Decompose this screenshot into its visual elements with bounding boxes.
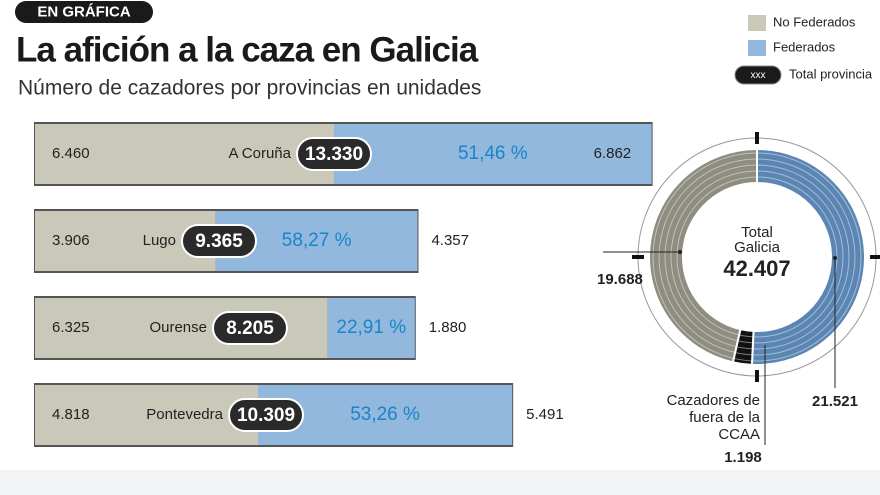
slice — [731, 327, 755, 366]
value-label: 1.880 — [429, 319, 467, 336]
value-label: 4.818 — [52, 406, 90, 423]
slice-value-label: 1.198 — [724, 449, 762, 466]
ring-line — [670, 170, 844, 344]
legend-swatch — [748, 40, 766, 56]
value-label: 6.460 — [52, 145, 90, 162]
legend-swatch — [748, 15, 766, 31]
category-label: Ourense — [149, 319, 207, 336]
percentage-label: 53,26 % — [350, 404, 420, 425]
percentage-label: 51,46 % — [458, 143, 528, 164]
legend-pill-text: xxx — [751, 70, 766, 81]
category-label: Pontevedra — [146, 406, 223, 423]
bar — [35, 124, 335, 184]
leader-dot — [833, 256, 837, 260]
percentage-label: 22,91 % — [336, 317, 406, 338]
ring-line — [664, 164, 850, 350]
total-label: 9.365 — [195, 231, 243, 252]
slice-value-label: 19.688 — [597, 271, 643, 288]
total-label: 42.407 — [723, 256, 790, 281]
legend-label: No Federados — [773, 14, 856, 29]
ring-line — [652, 152, 862, 362]
total-label: 8.205 — [226, 318, 274, 339]
percentage-label: 58,27 % — [282, 230, 352, 251]
value-label: 4.357 — [431, 232, 469, 249]
legend-pill — [734, 65, 782, 85]
slice-value-label: 21.521 — [812, 393, 858, 410]
leader-dot — [678, 250, 682, 254]
kicker-pill — [15, 1, 153, 23]
footer-band — [0, 470, 880, 495]
center — [684, 184, 830, 330]
slice — [648, 147, 758, 364]
total-pill — [228, 398, 304, 432]
category-label: A Coruña — [228, 145, 291, 162]
chart-title: La afición a la caza en Galicia — [16, 30, 479, 69]
total-pill — [181, 224, 257, 258]
bar — [334, 124, 652, 184]
total-label: 10.309 — [237, 405, 295, 426]
ring-line — [676, 176, 838, 338]
slice-label: Cazadores de fuera de la CCAA — [666, 392, 760, 443]
total-pill — [296, 137, 372, 171]
value-label: 5.491 — [526, 406, 564, 423]
legend-label: Total provincia — [789, 66, 873, 81]
value-label: 6.325 — [52, 319, 90, 336]
legend-label: Federados — [773, 39, 836, 54]
ring-line — [658, 158, 856, 356]
kicker: EN GRÁFICA — [37, 3, 131, 20]
chart-subtitle: Número de cazadores por provincias en un… — [18, 77, 481, 100]
center-label: Total Galicia — [734, 224, 780, 256]
total-label: 13.330 — [305, 144, 363, 165]
total-pill — [212, 311, 288, 345]
bar — [35, 385, 259, 445]
value-label: 6.862 — [594, 145, 632, 162]
bar — [327, 298, 415, 358]
value-label: 3.906 — [52, 232, 90, 249]
category-label: Lugo — [143, 232, 176, 249]
